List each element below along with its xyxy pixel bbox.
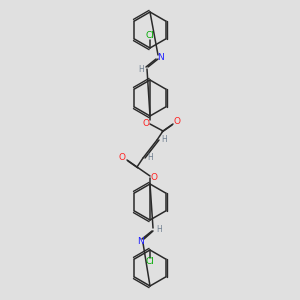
Text: O: O bbox=[118, 154, 125, 163]
Text: Cl: Cl bbox=[146, 32, 154, 40]
Text: Cl: Cl bbox=[146, 257, 154, 266]
Text: O: O bbox=[151, 172, 158, 182]
Text: H: H bbox=[147, 154, 153, 163]
Text: H: H bbox=[161, 136, 167, 145]
Text: N: N bbox=[136, 238, 143, 247]
Text: H: H bbox=[138, 64, 144, 74]
Text: H: H bbox=[156, 226, 162, 235]
Text: O: O bbox=[173, 118, 181, 127]
Text: O: O bbox=[142, 118, 149, 127]
Text: N: N bbox=[158, 52, 164, 62]
